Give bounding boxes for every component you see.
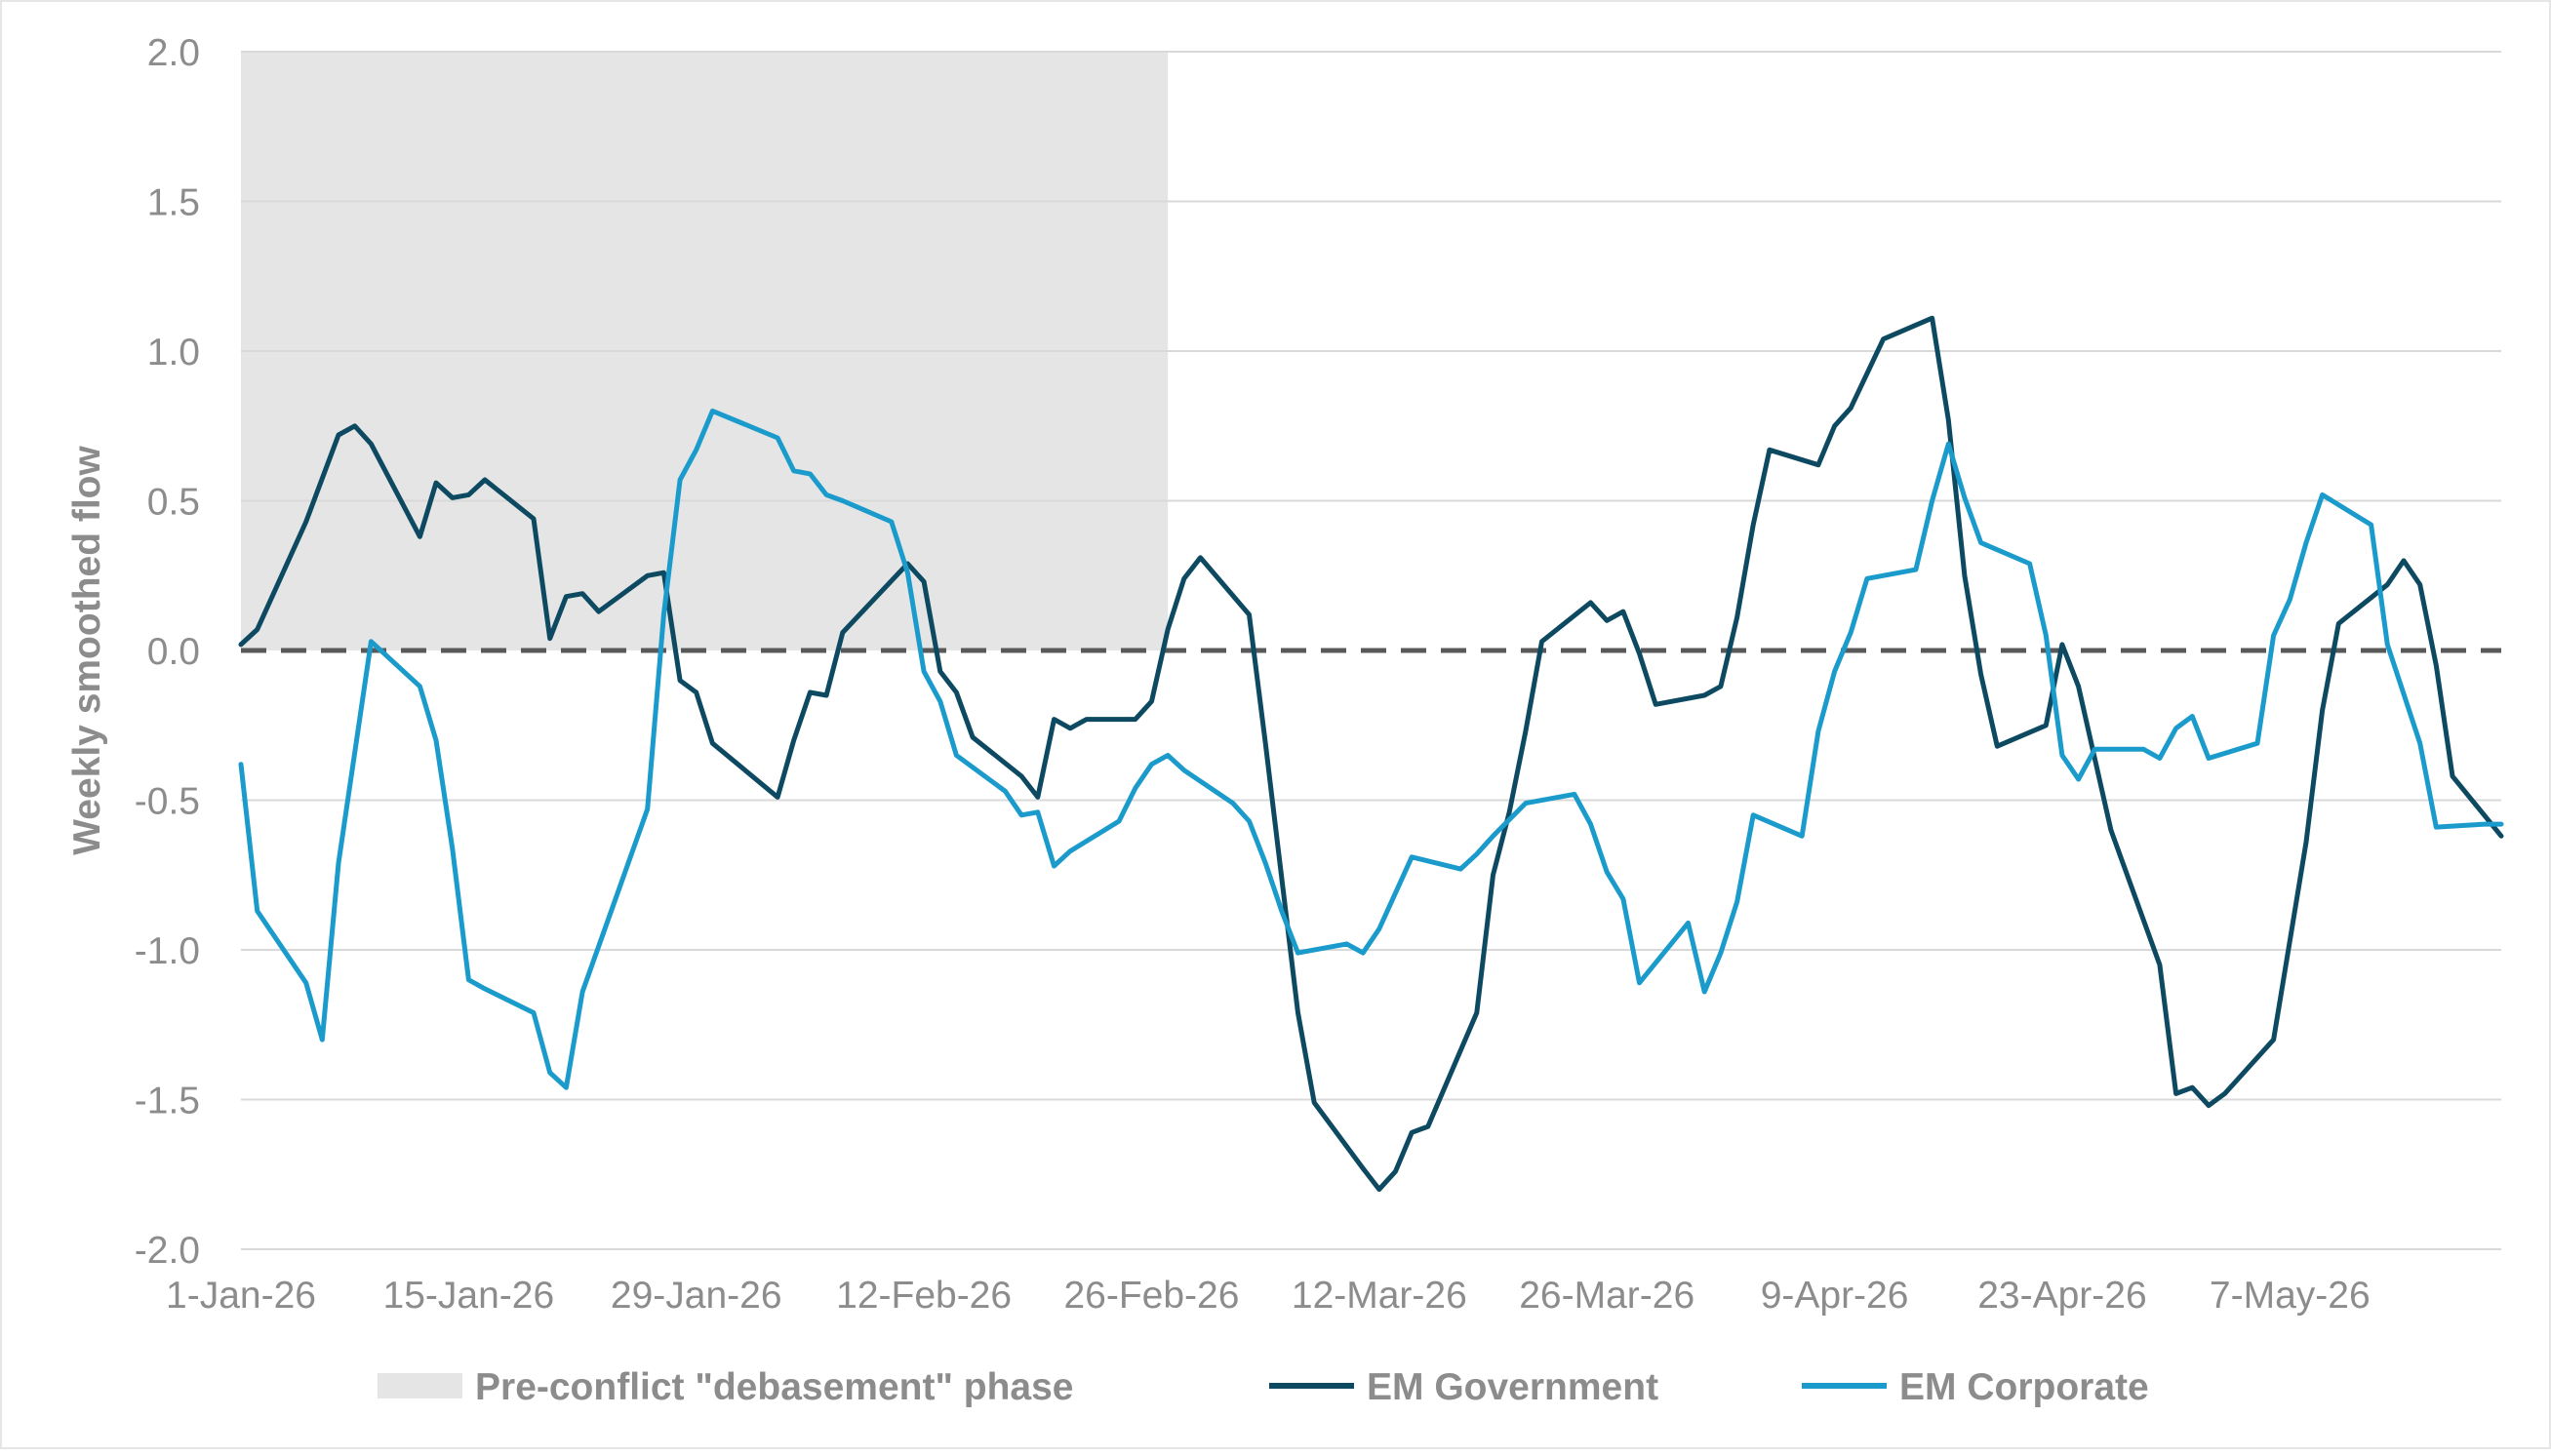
y-tick-label: 0.5 (147, 482, 200, 524)
series-layer (238, 315, 2504, 1193)
x-tick-label: 26-Feb-26 (1063, 1275, 1239, 1317)
series-line-em-government (238, 315, 2504, 1193)
y-axis-label: Weekly smoothed flow (66, 445, 108, 854)
x-tick-label: 29-Jan-26 (611, 1275, 782, 1317)
x-tick-label: 12-Feb-26 (836, 1275, 1012, 1317)
legend-label: EM Government (1367, 1366, 1658, 1408)
y-tick-label: -2.0 (135, 1230, 200, 1272)
x-tick-label: 7-May-26 (2210, 1275, 2371, 1317)
gridlines-layer (241, 51, 2501, 1250)
legend-label: EM Corporate (1899, 1366, 2149, 1408)
x-tick-label: 9-Apr-26 (1761, 1275, 1909, 1317)
y-tick-label: 1.5 (147, 182, 200, 224)
x-tick-label: 12-Mar-26 (1292, 1275, 1467, 1317)
legend-label: Pre-conflict "debasement" phase (475, 1366, 1074, 1408)
x-tick-labels: 1-Jan-26 15-Jan-26 29-Jan-26 12-Feb-26 26-Fe… (166, 1275, 2371, 1317)
y-tick-label: 1.0 (147, 332, 200, 374)
x-tick-label: 1-Jan-26 (166, 1275, 316, 1317)
x-tick-label: 15-Jan-26 (383, 1275, 555, 1317)
y-tick-label: -1.5 (135, 1081, 200, 1122)
y-tick-label: 0.0 (147, 631, 200, 673)
y-tick-label: -1.0 (135, 930, 200, 972)
legend: Pre-conflict "debasement" phase EM Govern… (378, 1366, 2149, 1408)
x-tick-label: 26-Mar-26 (1519, 1275, 1694, 1317)
x-tick-label: 23-Apr-26 (1977, 1275, 2146, 1317)
series-line-em-corporate (238, 408, 2504, 1090)
y-tick-label: -0.5 (135, 781, 200, 823)
legend-swatch-area (378, 1373, 462, 1398)
y-tick-labels: 2.0 1.5 1.0 0.5 0.0 -0.5 -1.0 -1.5 -2.0 (135, 32, 200, 1272)
y-tick-label: 2.0 (147, 32, 200, 74)
